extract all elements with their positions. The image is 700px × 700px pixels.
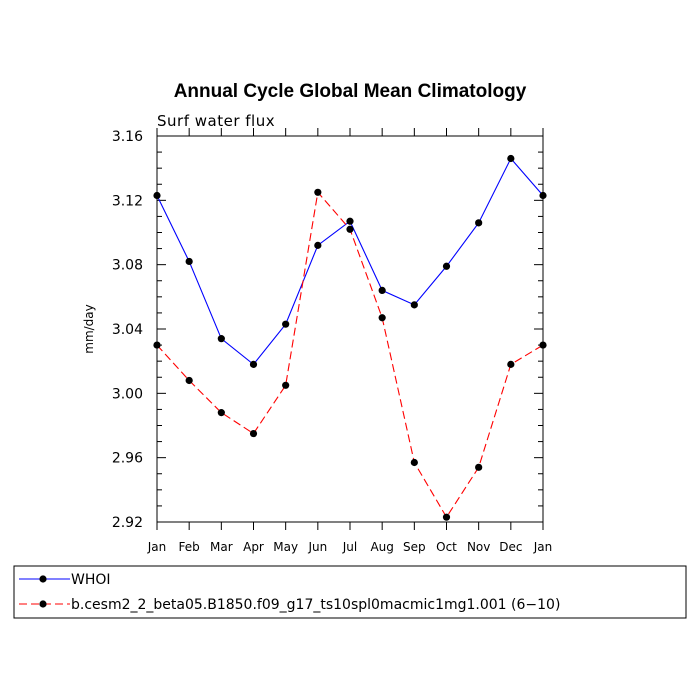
series-1-point [410, 301, 418, 309]
series-2-point [475, 463, 483, 471]
y-tick-label: 2.96 [112, 451, 143, 467]
series-2-point [378, 314, 386, 322]
series-2-point [442, 513, 451, 521]
series-2-point [217, 409, 225, 417]
x-tick-label: Mar [210, 540, 233, 554]
legend-swatch-marker-2 [39, 600, 47, 608]
x-tick-label: Aug [370, 540, 393, 554]
legend-label-2: b.cesm2_2_beta05.B1850.f09_g17_ts10spl0m… [71, 597, 560, 613]
series-2-point [507, 360, 515, 368]
series-2-point [539, 341, 547, 349]
legend-box [13, 565, 687, 619]
y-tick-label: 3.08 [112, 258, 143, 274]
y-axis-label: mm/day [82, 304, 96, 354]
y-tick-label: 3.04 [112, 322, 143, 338]
series-2-point [314, 188, 322, 196]
x-tick-label: Jan [147, 540, 167, 554]
x-tick-label: Nov [467, 540, 490, 554]
legend: WHOI b.cesm2_2_beta05.B1850.f09_g17_ts10s… [13, 565, 687, 619]
series-1-point [442, 262, 451, 270]
x-tick-label: May [273, 540, 298, 554]
series-line-1 [156, 157, 544, 366]
series-line-2 [156, 191, 544, 519]
series-2-point [249, 429, 258, 438]
series-1-point [217, 335, 225, 343]
x-tick-label: Oct [436, 540, 457, 554]
series-1-point [314, 241, 322, 249]
series-2-point [282, 381, 290, 389]
chart-title: Annual Cycle Global Mean Climatology [174, 81, 527, 102]
x-tick-label: Jun [307, 540, 327, 554]
x-tick-label: Jul [342, 540, 357, 554]
series-1-point [346, 217, 354, 225]
plot-frame [156, 135, 544, 523]
y-tick-label: 2.92 [112, 515, 143, 531]
series-2-point [410, 458, 418, 467]
x-tick-label: Apr [243, 540, 264, 554]
x-tick-label: Jan [533, 540, 553, 554]
series-1-point [475, 219, 483, 227]
axes: 2.92 2.96 3.00 3.04 3.08 3.12 3.16 Jan Feb Mar Apr… [112, 128, 552, 554]
y-tick-label: 3.16 [112, 129, 143, 145]
series-1-point [185, 257, 193, 266]
y-tick-label: 3.12 [112, 193, 143, 209]
y-tick-label: 3.00 [112, 386, 143, 402]
chart-subtitle: Surf water flux [157, 112, 275, 130]
series-group [153, 154, 547, 521]
series-1-point [539, 191, 547, 200]
x-tick-label: Feb [179, 540, 200, 554]
x-tick-label: Sep [403, 540, 426, 554]
legend-label-1: WHOI [71, 572, 111, 588]
series-2-point [346, 225, 354, 233]
legend-swatch-marker-1 [39, 575, 47, 583]
series-1-point [153, 191, 161, 200]
series-1-point [249, 360, 258, 368]
series-1-point [507, 154, 515, 163]
series-1-point [282, 320, 290, 328]
x-tick-label: Dec [499, 540, 522, 554]
series-2-point [153, 341, 161, 349]
series-1-point [378, 286, 386, 294]
series-2-point [185, 376, 193, 385]
